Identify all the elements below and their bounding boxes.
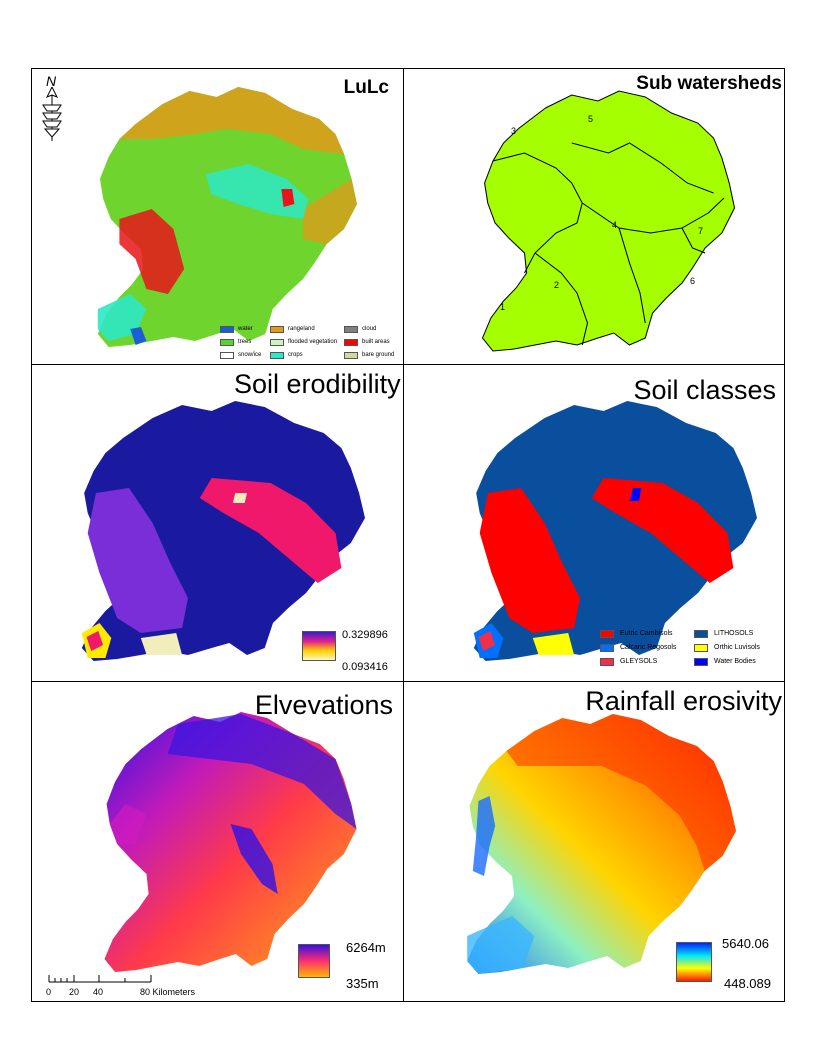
legend-swatch-rangeland bbox=[270, 326, 284, 333]
legend-swatch-trees bbox=[220, 339, 234, 346]
lulc-crops-area bbox=[205, 164, 309, 219]
elevations-panel: Elvevations 6264m 335m 0 20 40 80 Kilome… bbox=[31, 681, 404, 1002]
scale-tick-20: 20 bbox=[69, 987, 80, 997]
elevation-color-ramp bbox=[298, 944, 330, 978]
elevation-high-ridge bbox=[167, 714, 357, 829]
soil-swatch-lithosols bbox=[694, 630, 708, 638]
rainfall-high-zone bbox=[506, 714, 736, 871]
legend-label-crops: crops bbox=[288, 352, 303, 358]
rainfall-panel: Rainfall erosivity 5640.06 448.089 bbox=[403, 681, 785, 1002]
soil-swatch-luvisols bbox=[694, 644, 708, 652]
erodibility-title: Soil erodibility bbox=[234, 369, 401, 399]
rainfall-color-ramp bbox=[676, 942, 712, 982]
soil-classes-map bbox=[473, 401, 757, 661]
scale-tick-40: 40 bbox=[93, 987, 104, 997]
legend-label-rangeland: rangeland bbox=[288, 326, 315, 332]
subwatersheds-panel: Sub watersheds 1 2 3 4 5 6 7 bbox=[403, 68, 785, 365]
elevations-title: Elvevations bbox=[254, 690, 393, 720]
lulc-map bbox=[97, 87, 358, 347]
soil-label-regosols: Calcaric Regosols bbox=[620, 644, 677, 651]
soil-label-cambisols: Eutric Cambisols bbox=[620, 630, 673, 637]
subwatershed-boundaries bbox=[492, 142, 725, 346]
soil-label-lithosols: LITHOSOLS bbox=[714, 630, 754, 637]
soil-swatch-cambisols bbox=[600, 630, 614, 638]
legend-swatch-cloud bbox=[344, 326, 358, 333]
subwatersheds-title: Sub watersheds bbox=[636, 73, 782, 94]
soil-label-water: Water Bodies bbox=[714, 658, 756, 665]
scale-tick-0: 0 bbox=[46, 987, 52, 997]
elevations-map bbox=[104, 712, 357, 972]
subwatershed-label-1: 1 bbox=[500, 302, 506, 312]
subwatershed-label-3: 3 bbox=[511, 126, 517, 136]
legend-swatch-snow bbox=[220, 352, 234, 359]
legend-swatch-crops bbox=[270, 352, 284, 359]
rainfall-map bbox=[467, 714, 736, 974]
lulc-built-area bbox=[119, 209, 185, 294]
subwatershed-label-2: 2 bbox=[554, 280, 560, 290]
erodibility-max-label: 0.329896 bbox=[342, 629, 388, 641]
legend-swatch-water bbox=[220, 326, 234, 333]
rainfall-max-label: 5640.06 bbox=[722, 936, 769, 951]
lulc-water-area bbox=[130, 327, 147, 345]
soil-swatch-water bbox=[694, 658, 708, 666]
erodibility-panel: Soil erodibility 0.329896 0.093416 bbox=[31, 364, 404, 682]
subwatershed-label-4: 4 bbox=[612, 220, 618, 230]
soil-classes-panel: Soil classes Eutric Cambisols LITHOSOLS … bbox=[403, 364, 785, 682]
subwatershed-map bbox=[481, 90, 736, 352]
rainfall-title: Rainfall erosivity bbox=[585, 686, 782, 716]
rainfall-river-corridor bbox=[472, 796, 496, 876]
rainfall-min-label: 448.089 bbox=[724, 976, 771, 991]
lulc-panel: N LuLc water rangeland cloud trees flood… bbox=[31, 68, 404, 365]
erodibility-purple-zone bbox=[87, 488, 188, 633]
soil-cambisols-zone bbox=[479, 488, 580, 633]
soil-label-gleysols: GLEYSOLS bbox=[620, 658, 658, 665]
subwatershed-label-7: 7 bbox=[698, 226, 704, 236]
legend-swatch-built bbox=[344, 339, 358, 346]
erodibility-map bbox=[81, 401, 366, 661]
lulc-rangeland-area bbox=[119, 87, 345, 154]
legend-label-water: water bbox=[238, 326, 253, 332]
soil-swatch-regosols bbox=[600, 644, 614, 652]
north-arrow-icon: N bbox=[40, 73, 64, 143]
legend-label-bare: bare ground bbox=[362, 352, 395, 358]
legend-label-trees: trees bbox=[238, 339, 252, 345]
legend-swatch-flooded bbox=[270, 339, 284, 346]
elevation-min-label: 335m bbox=[346, 976, 379, 991]
legend-label-cloud: cloud bbox=[362, 326, 377, 332]
subwatershed-label-6: 6 bbox=[690, 276, 696, 286]
legend-label-snow: snow/ice bbox=[238, 352, 262, 358]
erodibility-min-label: 0.093416 bbox=[342, 661, 388, 673]
scale-tick-80: 80 Kilometers bbox=[140, 987, 196, 997]
elevation-max-label: 6264m bbox=[346, 940, 386, 955]
erodibility-color-ramp bbox=[302, 631, 336, 661]
legend-label-built: built areas bbox=[362, 339, 390, 345]
soil-swatch-gleysols bbox=[600, 658, 614, 666]
subwatershed-label-5: 5 bbox=[588, 114, 594, 124]
soil-label-luvisols: Orthic Luvisols bbox=[714, 644, 760, 651]
legend-label-flooded: flooded vegetation bbox=[288, 339, 338, 345]
erodibility-pink-zone bbox=[199, 478, 342, 583]
legend-swatch-bare bbox=[344, 352, 358, 359]
north-label: N bbox=[46, 73, 57, 89]
scale-bar bbox=[48, 975, 152, 983]
soil-classes-title: Soil classes bbox=[633, 375, 776, 405]
lulc-title: LuLc bbox=[343, 77, 389, 98]
